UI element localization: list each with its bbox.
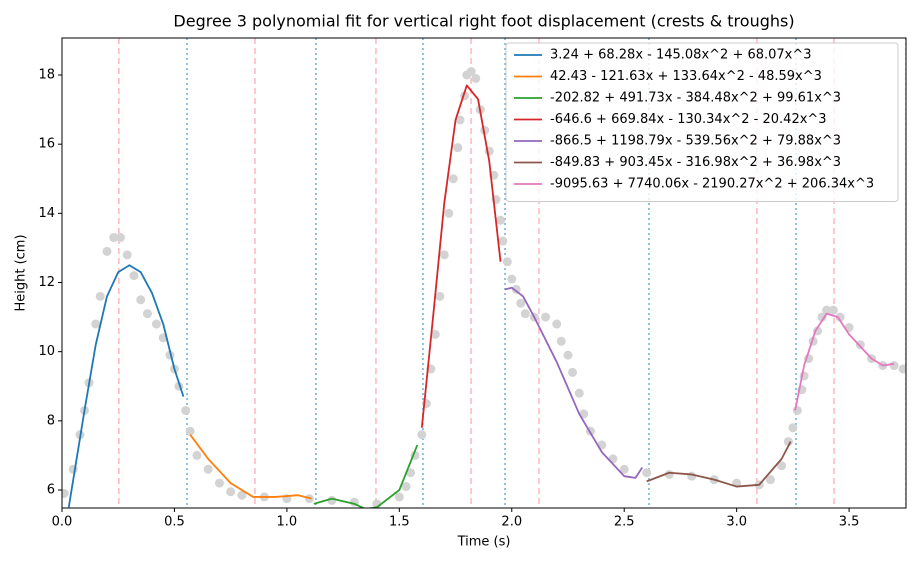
data-point — [541, 312, 551, 322]
data-point — [401, 482, 411, 492]
data-point — [68, 464, 78, 474]
data-point — [608, 454, 618, 464]
data-point — [552, 319, 562, 329]
x-tick-label: 1.0 — [277, 515, 298, 530]
data-point — [430, 329, 440, 339]
data-point — [327, 495, 337, 505]
data-point — [556, 336, 566, 346]
data-point — [203, 464, 213, 474]
fit-curve — [67, 264, 185, 508]
fit-curve — [504, 286, 643, 479]
x-axis-label: Time (s) — [457, 535, 511, 550]
data-point — [406, 468, 416, 478]
data-point — [95, 291, 105, 301]
y-tick-label: 18 — [38, 68, 55, 83]
data-point — [214, 478, 224, 488]
data-point — [817, 312, 827, 322]
data-point — [765, 475, 775, 485]
data-point — [516, 298, 526, 308]
data-point — [151, 319, 161, 329]
fit-curve — [313, 444, 419, 508]
legend-label: 42.43 - 121.63x + 133.64x^2 - 48.59x^3 — [550, 69, 822, 84]
data-point — [91, 319, 101, 329]
data-point — [444, 208, 454, 218]
legend-box — [505, 42, 899, 202]
legend-label: -202.82 + 491.73x - 384.48x^2 + 99.61x^3 — [550, 91, 841, 106]
data-point — [192, 450, 202, 460]
data-point — [889, 361, 899, 371]
data-point — [687, 471, 697, 481]
data-point — [455, 115, 465, 125]
data-point — [129, 271, 139, 281]
data-point — [507, 274, 517, 284]
data-point — [496, 215, 506, 225]
data-point — [567, 367, 577, 377]
y-tick-label: 14 — [38, 206, 55, 221]
x-tick-label: 0.5 — [164, 515, 185, 530]
data-point — [237, 490, 247, 500]
fit-curve — [794, 312, 895, 411]
y-tick-label: 12 — [38, 275, 55, 290]
axes-frame — [61, 37, 907, 509]
x-tick-label: 1.5 — [389, 515, 410, 530]
data-point — [835, 312, 845, 322]
data-point — [563, 350, 573, 360]
data-point — [788, 423, 798, 433]
data-point — [792, 405, 802, 415]
data-point — [453, 143, 463, 153]
data-point — [181, 405, 191, 415]
legend-label: -866.5 + 1198.79x - 539.56x^2 + 79.88x^3 — [550, 134, 841, 149]
data-point — [828, 305, 838, 315]
y-tick-label: 16 — [38, 137, 55, 152]
x-tick-label: 3.5 — [839, 515, 860, 530]
data-point — [777, 461, 787, 471]
legend-label: -646.6 + 669.84x - 130.34x^2 - 20.42x^3 — [550, 112, 827, 127]
legend-label: -849.83 + 903.45x - 316.98x^2 + 36.98x^3 — [550, 155, 841, 170]
plot-area — [62, 38, 906, 508]
data-point — [642, 468, 652, 478]
data-point — [62, 488, 69, 498]
data-point — [136, 295, 146, 305]
data-point — [102, 246, 112, 256]
x-tick-label: 2.0 — [501, 515, 522, 530]
x-tick-label: 3.0 — [726, 515, 747, 530]
fit-curve — [646, 441, 792, 488]
fit-curve — [420, 84, 502, 428]
legend-label: -9095.63 + 7740.06x - 2190.27x^2 + 206.3… — [550, 177, 874, 192]
data-point — [142, 309, 152, 319]
x-tick-label: 2.5 — [614, 515, 635, 530]
data-point — [417, 430, 427, 440]
x-tick-label: 0.0 — [52, 515, 73, 530]
data-point — [855, 340, 865, 350]
data-point — [783, 437, 793, 447]
data-point — [520, 309, 530, 319]
data-point — [466, 67, 476, 77]
y-tick-label: 8 — [47, 413, 55, 428]
data-point — [471, 73, 481, 83]
legend-label: 3.24 + 68.28x - 145.08x^2 + 68.07x^3 — [550, 48, 812, 63]
data-point — [502, 257, 512, 267]
data-point — [574, 388, 584, 398]
fit-curve — [189, 434, 312, 500]
data-point — [115, 233, 125, 243]
data-point — [439, 250, 449, 260]
data-point — [898, 364, 906, 374]
data-point — [498, 236, 508, 246]
data-point — [226, 487, 236, 497]
data-point — [185, 426, 195, 436]
data-point — [122, 250, 132, 260]
data-point — [511, 284, 521, 294]
data-point — [448, 174, 458, 184]
y-tick-label: 10 — [38, 344, 55, 359]
y-tick-label: 6 — [47, 483, 55, 498]
data-point — [435, 291, 445, 301]
data-point — [619, 464, 629, 474]
y-axis-label: Height (cm) — [14, 234, 29, 311]
data-point — [394, 492, 404, 502]
chart-title: Degree 3 polynomial fit for vertical rig… — [173, 12, 794, 31]
data-point — [822, 305, 832, 315]
data-point — [109, 233, 119, 243]
